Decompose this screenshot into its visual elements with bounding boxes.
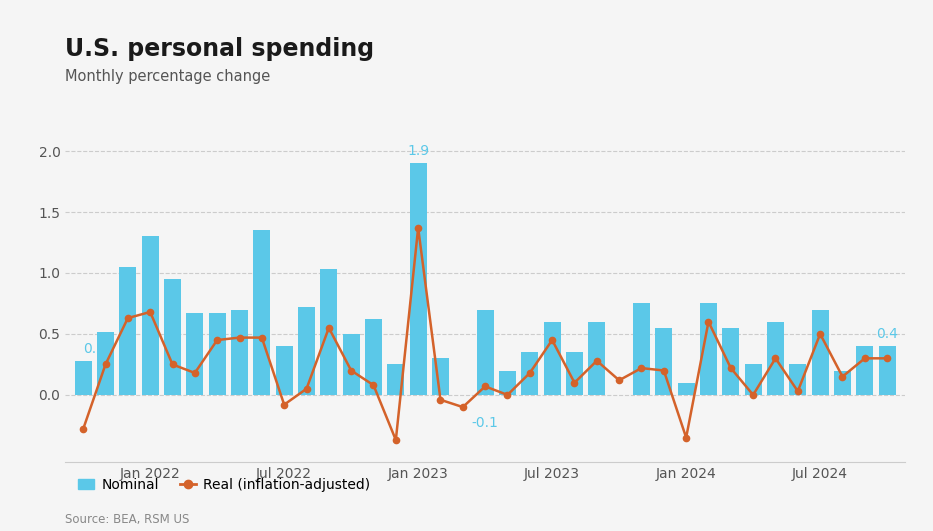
Bar: [75, 361, 91, 395]
Bar: [410, 163, 426, 395]
Bar: [499, 371, 516, 395]
Bar: [767, 322, 784, 395]
Bar: [566, 352, 583, 395]
Bar: [834, 371, 851, 395]
Text: 0.2: 0.2: [83, 342, 105, 356]
Bar: [164, 279, 181, 395]
Bar: [677, 383, 694, 395]
Bar: [589, 322, 606, 395]
Bar: [656, 328, 672, 395]
Bar: [856, 346, 873, 395]
Bar: [432, 358, 449, 395]
Bar: [700, 303, 717, 395]
Bar: [789, 364, 806, 395]
Text: U.S. personal spending: U.S. personal spending: [65, 37, 374, 61]
Bar: [477, 310, 494, 395]
Bar: [299, 307, 314, 395]
Text: -0.1: -0.1: [472, 416, 498, 430]
Bar: [209, 313, 226, 395]
Text: 1.9: 1.9: [407, 144, 429, 158]
Text: Monthly percentage change: Monthly percentage change: [65, 69, 271, 84]
Bar: [812, 310, 829, 395]
Bar: [320, 269, 337, 395]
Text: Source: BEA, RSM US: Source: BEA, RSM US: [65, 513, 189, 526]
Bar: [119, 267, 136, 395]
Bar: [187, 313, 203, 395]
Bar: [342, 334, 359, 395]
Bar: [254, 230, 271, 395]
Bar: [97, 331, 114, 395]
Bar: [722, 328, 739, 395]
Bar: [276, 346, 293, 395]
Bar: [544, 322, 561, 395]
Bar: [387, 364, 404, 395]
Bar: [142, 236, 159, 395]
Bar: [522, 352, 538, 395]
Text: 0.4: 0.4: [876, 327, 898, 341]
Bar: [231, 310, 248, 395]
Bar: [745, 364, 761, 395]
Bar: [634, 303, 650, 395]
Bar: [879, 346, 896, 395]
Legend: Nominal, Real (inflation-adjusted): Nominal, Real (inflation-adjusted): [72, 473, 376, 498]
Bar: [365, 319, 382, 395]
